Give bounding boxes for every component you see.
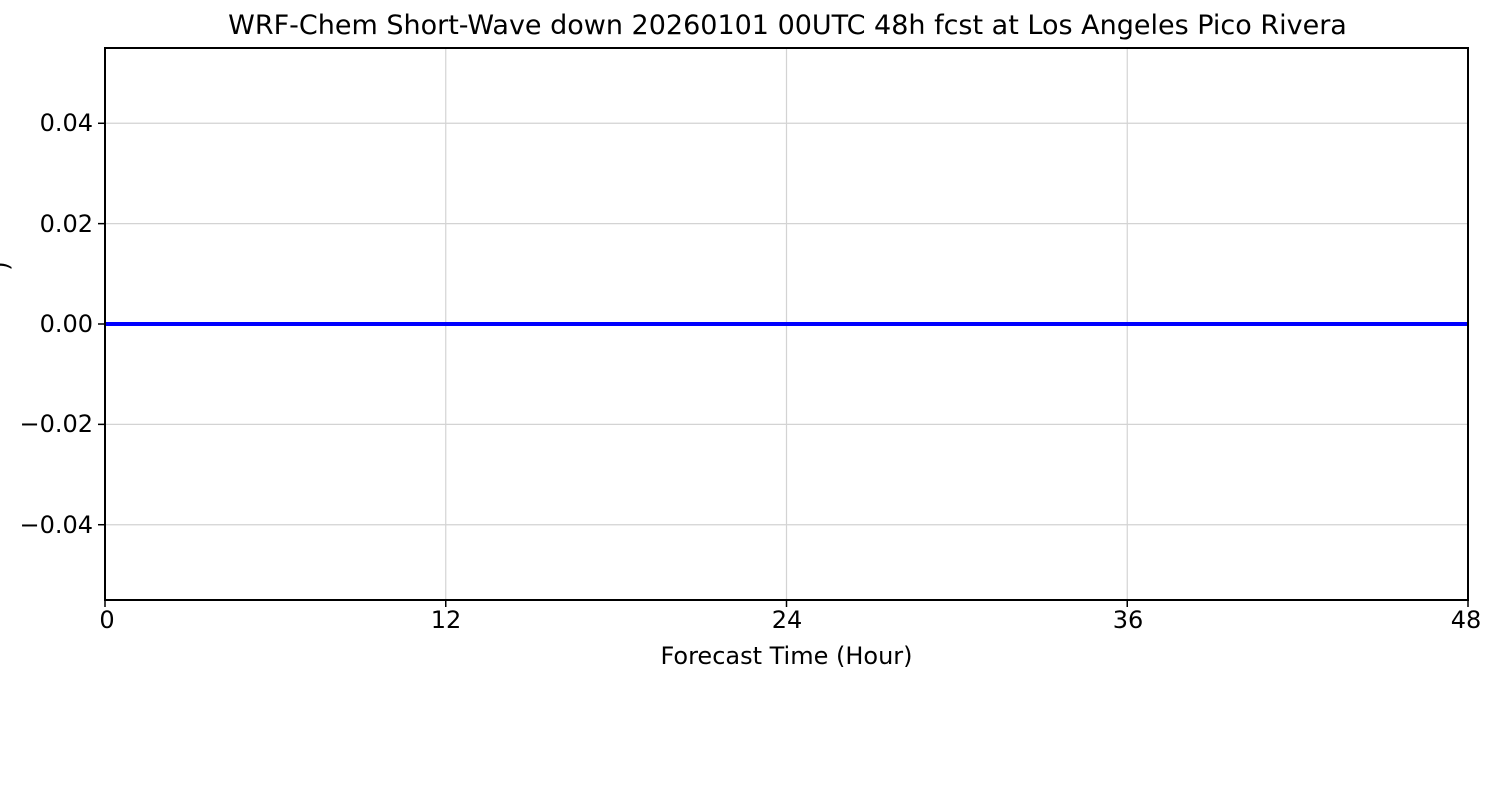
ytick-label: 0.02 — [39, 210, 93, 238]
chart-title: WRF-Chem Short-Wave down 20260101 00UTC … — [228, 10, 1347, 41]
xtick-label: 0 — [99, 606, 115, 634]
ytick-label: −0.02 — [19, 410, 93, 438]
yaxis-label-fragment: ) — [0, 261, 15, 270]
xtick-label: 12 — [430, 606, 462, 634]
axes-frame — [104, 47, 1469, 601]
xaxis-label: Forecast Time (Hour) — [660, 642, 913, 670]
xtick-label: 48 — [1450, 606, 1482, 634]
xtick-label: 24 — [771, 606, 803, 634]
ytick-label: −0.04 — [19, 511, 93, 539]
xtick-label: 36 — [1112, 606, 1144, 634]
ytick-label: 0.04 — [39, 109, 93, 137]
ytick-label: 0.00 — [39, 310, 93, 338]
